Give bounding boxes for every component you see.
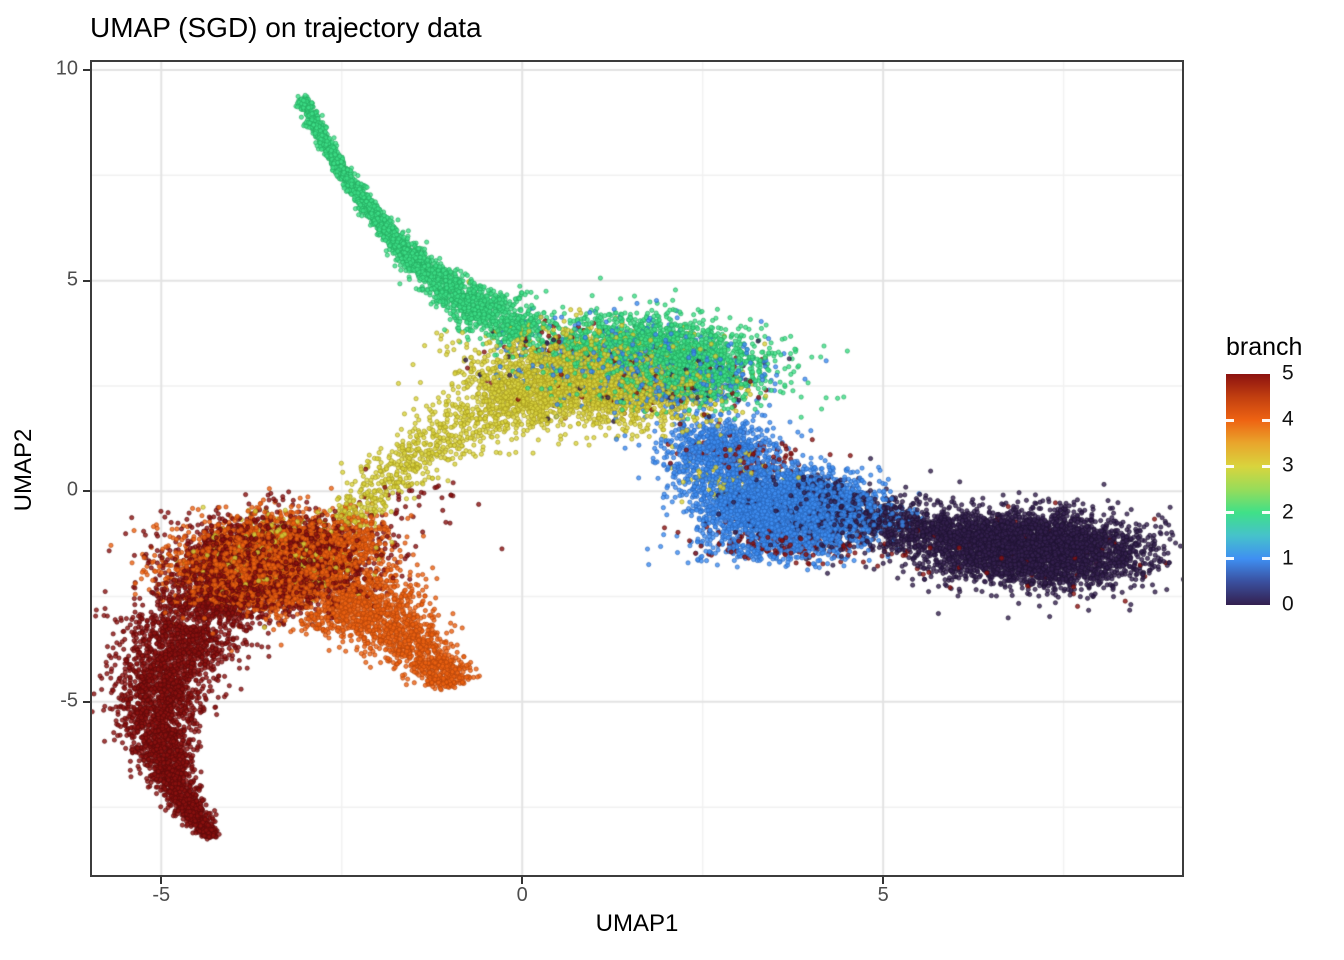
legend-tick-mark (1262, 418, 1270, 422)
legend-tick-mark (1226, 511, 1234, 515)
legend-tick-label: 0 (1282, 592, 1294, 616)
legend-tick-label: 5 (1282, 361, 1294, 385)
y-tick-label: 10 (55, 57, 78, 80)
legend-tick-mark (1262, 557, 1270, 561)
y-tick-mark (83, 490, 90, 493)
legend-tick-label: 1 (1282, 546, 1294, 570)
legend-tick-mark (1262, 464, 1270, 468)
y-tick-label: 5 (66, 267, 78, 290)
plot-panel (90, 60, 1184, 877)
x-tick-mark (882, 877, 885, 884)
legend-tick-label: 2 (1282, 500, 1294, 524)
legend-tick-mark (1262, 511, 1270, 515)
legend-tick-mark (1226, 418, 1234, 422)
y-tick-label: -5 (60, 689, 78, 712)
legend-title: branch (1226, 333, 1303, 361)
legend-tick-label: 3 (1282, 453, 1294, 477)
y-tick-mark (83, 700, 90, 703)
x-tick-mark (521, 877, 524, 884)
x-tick-label: 0 (516, 884, 528, 906)
y-tick-mark (83, 69, 90, 71)
y-axis-title: UMAP2 (10, 428, 37, 512)
legend-tick-mark (1226, 464, 1234, 468)
scatter-canvas (92, 62, 1182, 875)
legend-tick-mark (1226, 557, 1234, 561)
legend-tick-label: 4 (1282, 407, 1294, 431)
x-tick-label: -5 (152, 884, 171, 906)
legend-colorbar (1226, 374, 1270, 605)
x-tick-label: 5 (877, 884, 889, 906)
y-tick-label: 0 (66, 478, 78, 501)
x-tick-mark (160, 877, 163, 884)
x-axis-title: UMAP1 (595, 910, 679, 937)
plot-title: UMAP (SGD) on trajectory data (90, 12, 482, 43)
legend: branch 0 1 2 3 4 5 (1224, 333, 1344, 616)
y-tick-mark (83, 279, 90, 282)
